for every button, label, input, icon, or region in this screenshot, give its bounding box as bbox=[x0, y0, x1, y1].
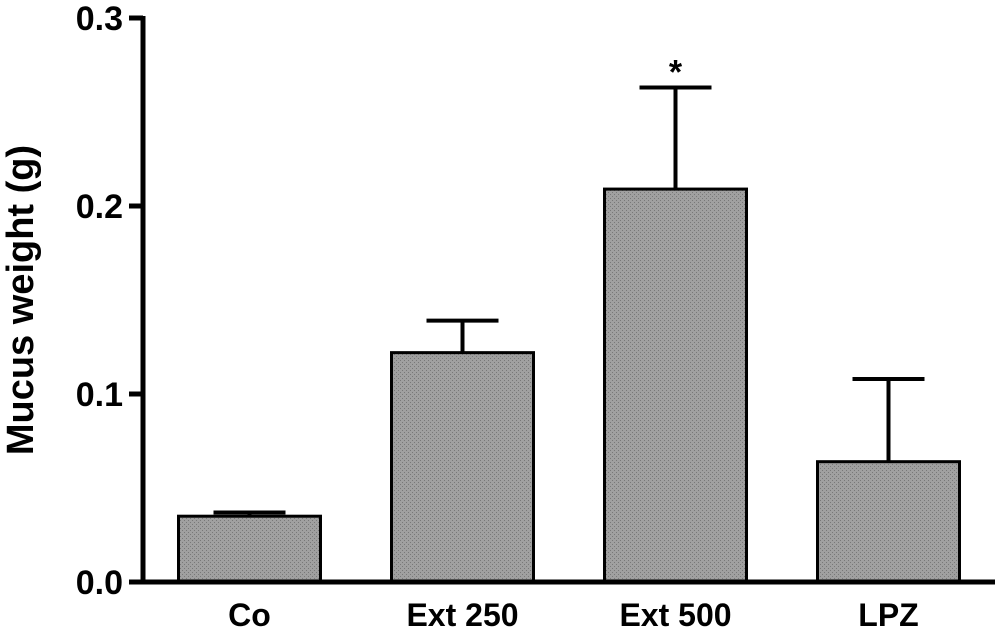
x-tick-label-co: Co bbox=[228, 597, 271, 633]
x-axis: Co Ext 250 Ext 500 LPZ bbox=[141, 579, 995, 633]
bar-ext-250 bbox=[390, 351, 535, 584]
annotations-layer: * bbox=[669, 54, 683, 92]
y-tick-label: 0.2 bbox=[76, 188, 123, 226]
bars-layer bbox=[177, 187, 961, 584]
bar-lpz bbox=[816, 460, 961, 584]
bar-co bbox=[177, 514, 322, 584]
x-tick-label-ext-250: Ext 250 bbox=[406, 597, 518, 633]
y-tick-label: 0.1 bbox=[76, 376, 123, 414]
significance-marker: * bbox=[669, 54, 683, 92]
error-bars-layer bbox=[213, 85, 925, 517]
y-axis: 0.0 0.1 0.2 0.3 bbox=[76, 0, 146, 602]
y-axis-label: Mucus weight (g) bbox=[0, 145, 42, 455]
x-tick-label-lpz: LPZ bbox=[858, 597, 918, 633]
y-tick-label: 0.0 bbox=[76, 564, 123, 602]
y-tick-label: 0.3 bbox=[76, 0, 123, 38]
x-tick-label-ext-500: Ext 500 bbox=[619, 597, 731, 633]
bar-ext-500 bbox=[603, 187, 748, 584]
